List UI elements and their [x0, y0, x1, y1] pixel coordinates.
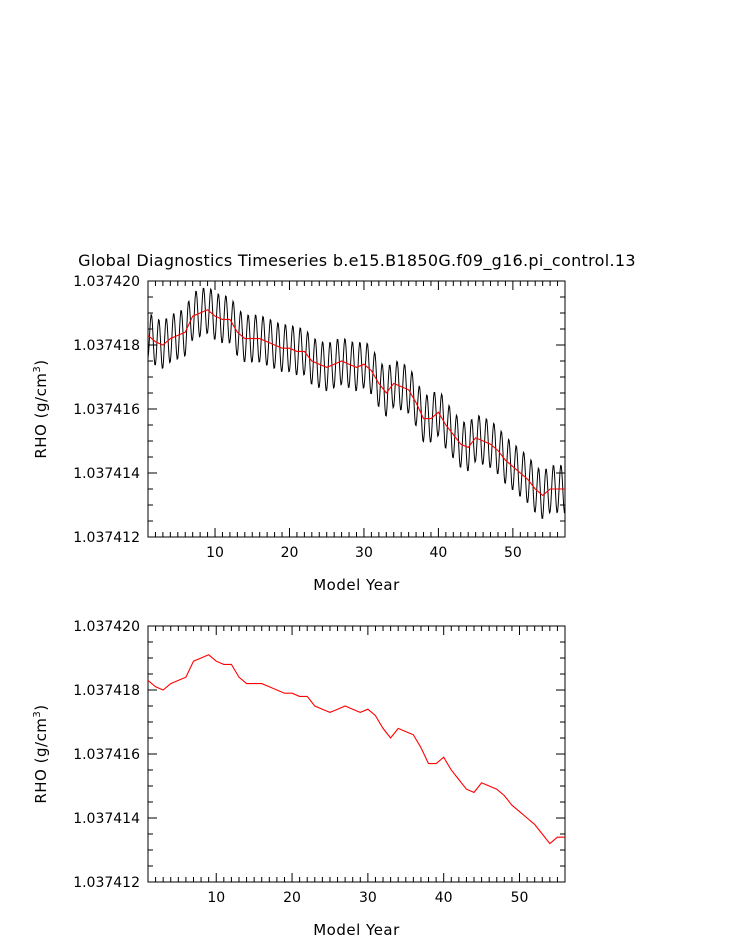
p1-y-tick-label: 1.037414: [73, 811, 140, 827]
p1-x-tick-label: 20: [283, 890, 301, 906]
p0-y-tick-label: 1.037416: [73, 402, 140, 418]
p0-y-tick-label: 1.037418: [73, 338, 140, 354]
p1-x-axis-label: Model Year: [313, 921, 400, 939]
p0-x-axis-label: Model Year: [313, 576, 400, 594]
p1-x-tick-label: 40: [435, 890, 453, 906]
p0-x-tick-label: 20: [281, 545, 299, 561]
p0-y-tick-label: 1.037414: [73, 466, 140, 482]
p0-x-tick-label: 30: [355, 545, 373, 561]
p0-plot-frame: [147, 280, 566, 538]
p0-y-tick-label: 1.037412: [73, 530, 140, 546]
p0-y-axis-label: RHO (g/cm3): [32, 359, 50, 458]
p1-y-axis-label: RHO (g/cm3): [32, 704, 50, 803]
p0-x-tick-label: 10: [206, 545, 224, 561]
p0-y-tick-label: 1.037420: [73, 274, 140, 290]
p0-x-tick-label: 50: [504, 545, 522, 561]
p1-plot-frame: [147, 625, 566, 883]
p1-x-tick-label: 50: [511, 890, 529, 906]
panel-bottom: 10 20 30 40 50 1.037412 1.037414 1.037416 1.0374…: [32, 619, 566, 939]
p0-annual-mean-line: [148, 309, 565, 497]
p0-monthly-series-line: [148, 287, 565, 519]
p1-y-tick-label: 1.037416: [73, 747, 140, 763]
figure-title: Global Diagnostics Timeseries b.e15.B185…: [78, 251, 636, 271]
p1-x-tick-label: 10: [207, 890, 225, 906]
panel-top: 10 20 30 40 50 1.037412 1.037414 1.037416 1.0374…: [32, 274, 566, 594]
p1-x-tick-label: 30: [359, 890, 377, 906]
p1-y-tick-label: 1.037412: [73, 875, 140, 891]
p1-y-tick-label: 1.037420: [73, 619, 140, 635]
p1-annual-mean-line: [148, 654, 565, 845]
p1-y-tick-label: 1.037418: [73, 683, 140, 699]
p0-x-tick-label: 40: [429, 545, 447, 561]
